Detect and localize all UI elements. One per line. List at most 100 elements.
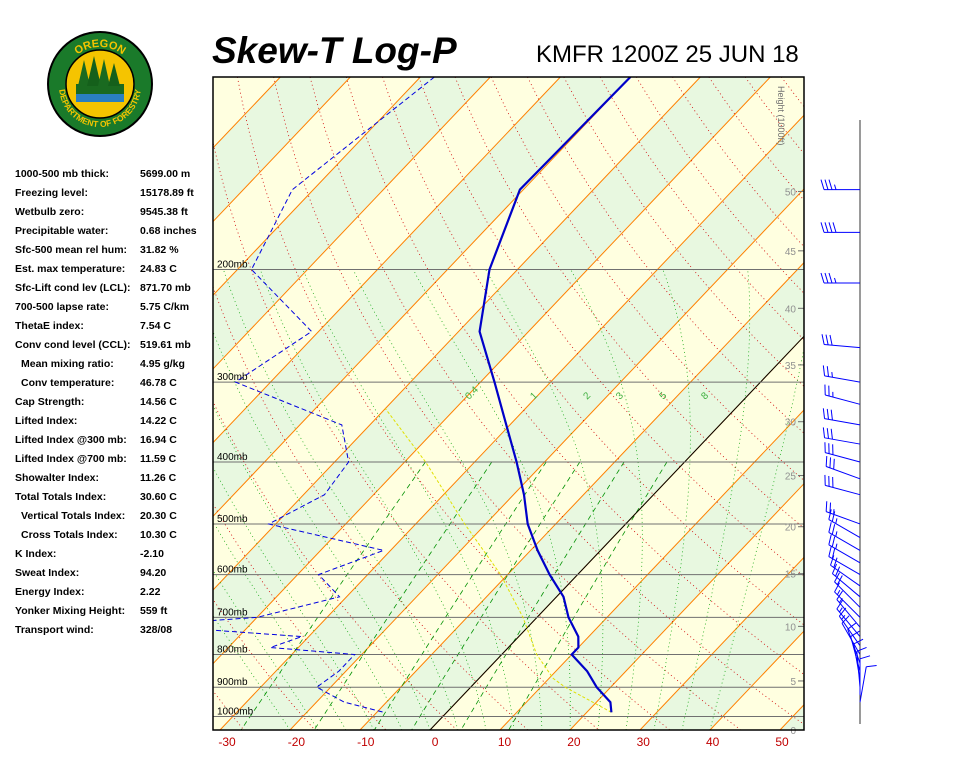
wind-barb-staff bbox=[828, 544, 861, 564]
background-bands bbox=[0, 77, 804, 730]
isotherm-line bbox=[0, 77, 70, 730]
x-tick-label: -20 bbox=[288, 735, 306, 749]
height-tick-label: 30 bbox=[785, 418, 797, 429]
stat-row: 1000-500 mb thick: 5699.00 m bbox=[15, 168, 215, 187]
isobar-label: 900mb bbox=[217, 677, 248, 688]
stat-row: Lifted Index: 14.22 C bbox=[15, 415, 215, 434]
dry-adiabat bbox=[926, 77, 960, 730]
wind-barb bbox=[822, 427, 861, 445]
stat-label: Vertical Totals Index: bbox=[21, 510, 126, 522]
dry-adiabat bbox=[213, 140, 600, 730]
wind-barb-staff bbox=[826, 466, 861, 480]
isobar-label: 300mb bbox=[217, 372, 248, 383]
freezing-isotherm bbox=[429, 335, 804, 730]
stat-row: K Index: -2.10 bbox=[15, 548, 215, 567]
height-tick-label: 50 bbox=[785, 187, 797, 198]
wind-barb-feather bbox=[820, 272, 825, 284]
wind-barb-feather bbox=[825, 334, 829, 345]
wind-barb bbox=[830, 555, 861, 587]
wind-barb bbox=[822, 365, 861, 383]
wind-barb-staff bbox=[828, 519, 861, 538]
wind-barb bbox=[820, 272, 860, 284]
wind-barb-feather bbox=[834, 582, 840, 593]
height-tick-label: 15 bbox=[785, 570, 797, 581]
wind-barb-feather bbox=[828, 272, 833, 284]
wind-barb-feather bbox=[828, 522, 832, 533]
isobar-label: 200mb bbox=[217, 259, 248, 270]
stat-label: Energy Index: bbox=[15, 586, 85, 598]
wind-barb-feather bbox=[835, 566, 841, 577]
wind-barb-feather bbox=[822, 427, 826, 438]
stat-label: Sfc-500 mean rel hum: bbox=[15, 244, 128, 256]
isobar-label: 1000mb bbox=[217, 706, 254, 717]
isotherm-band bbox=[213, 77, 804, 730]
wind-barb-staff bbox=[836, 608, 861, 637]
stat-label: ThetaE index: bbox=[15, 320, 84, 332]
stat-row: Showalter Index: 11.26 C bbox=[15, 472, 215, 491]
wind-barb-feather bbox=[833, 557, 838, 568]
wind-barb-staff bbox=[824, 437, 861, 445]
isotherm-line bbox=[779, 704, 804, 730]
height-tick-label: 5 bbox=[790, 677, 796, 688]
wind-barb-feather bbox=[825, 501, 828, 512]
dry-adiabat bbox=[0, 77, 173, 730]
stat-row: Cap Strength: 14.56 C bbox=[15, 396, 215, 415]
wind-barb-half-feather bbox=[834, 277, 837, 284]
wind-barb-staff bbox=[856, 651, 861, 688]
wind-barb-feather bbox=[831, 524, 836, 535]
wind-barb bbox=[834, 572, 861, 608]
x-tick-label: 20 bbox=[567, 735, 581, 749]
height-tick-label: 45 bbox=[785, 247, 797, 258]
stat-row: Sfc-Lift cond lev (LCL): 871.70 mb bbox=[15, 282, 215, 301]
wind-barb-feather bbox=[847, 622, 857, 630]
wind-barb-feather bbox=[828, 534, 832, 545]
wind-barb-feather bbox=[830, 409, 833, 421]
dry-adiabat bbox=[818, 77, 960, 730]
plot-border bbox=[212, 76, 805, 731]
wind-barb-half-feather bbox=[835, 518, 838, 524]
wind-barb bbox=[820, 179, 860, 191]
stat-label: Conv cond level (CCL): bbox=[15, 339, 131, 351]
wind-barb bbox=[821, 334, 861, 349]
stat-value: 519.61 mb bbox=[140, 339, 191, 351]
wind-barb-feather bbox=[821, 334, 825, 345]
stat-row: Energy Index: 2.22 bbox=[15, 586, 215, 605]
wind-barb-feather bbox=[850, 630, 860, 637]
isotherm-line bbox=[289, 188, 804, 730]
wind-barb-feather bbox=[828, 509, 832, 520]
mixing-ratio-line bbox=[460, 461, 625, 730]
wind-barb-feather bbox=[829, 502, 832, 514]
stat-value: 46.78 C bbox=[140, 377, 177, 389]
isotherm-line bbox=[213, 77, 771, 665]
stat-value: 559 ft bbox=[140, 605, 168, 617]
height-tick-label: 10 bbox=[785, 622, 797, 633]
wind-barb bbox=[820, 222, 860, 233]
stat-row: Conv temperature: 46.78 C bbox=[15, 377, 215, 396]
wind-barb bbox=[836, 599, 861, 637]
stat-value: 2.22 bbox=[140, 586, 161, 598]
stat-value: 11.26 C bbox=[140, 472, 177, 484]
stat-value: 15178.89 ft bbox=[140, 187, 194, 199]
wind-barb-feather bbox=[830, 555, 835, 566]
stat-value: 328/08 bbox=[140, 624, 173, 636]
mixing-ratio-line bbox=[508, 461, 668, 730]
stat-row: Lifted Index @700 mb: 11.59 C bbox=[15, 453, 215, 472]
isotherm-band bbox=[0, 77, 70, 730]
isotherm-line bbox=[0, 77, 140, 730]
stat-label: Wetbulb zero: bbox=[15, 206, 85, 218]
isotherm-line bbox=[850, 77, 960, 730]
stat-value: 9545.38 ft bbox=[140, 206, 188, 218]
isotherm-line bbox=[213, 77, 491, 370]
isotherm-line bbox=[213, 77, 631, 518]
stat-value: 7.54 C bbox=[140, 320, 171, 332]
wind-barb-feather bbox=[832, 222, 837, 233]
wind-barb-feather bbox=[831, 511, 836, 522]
stat-value: 11.59 C bbox=[140, 453, 177, 465]
stat-value: 10.30 C bbox=[140, 529, 177, 541]
stat-value: 20.30 C bbox=[140, 510, 177, 522]
logo-tree-icon bbox=[76, 56, 124, 102]
wind-barb bbox=[822, 408, 861, 426]
stat-label: Lifted Index: bbox=[15, 415, 78, 427]
wind-barb-half-feather bbox=[835, 531, 838, 537]
